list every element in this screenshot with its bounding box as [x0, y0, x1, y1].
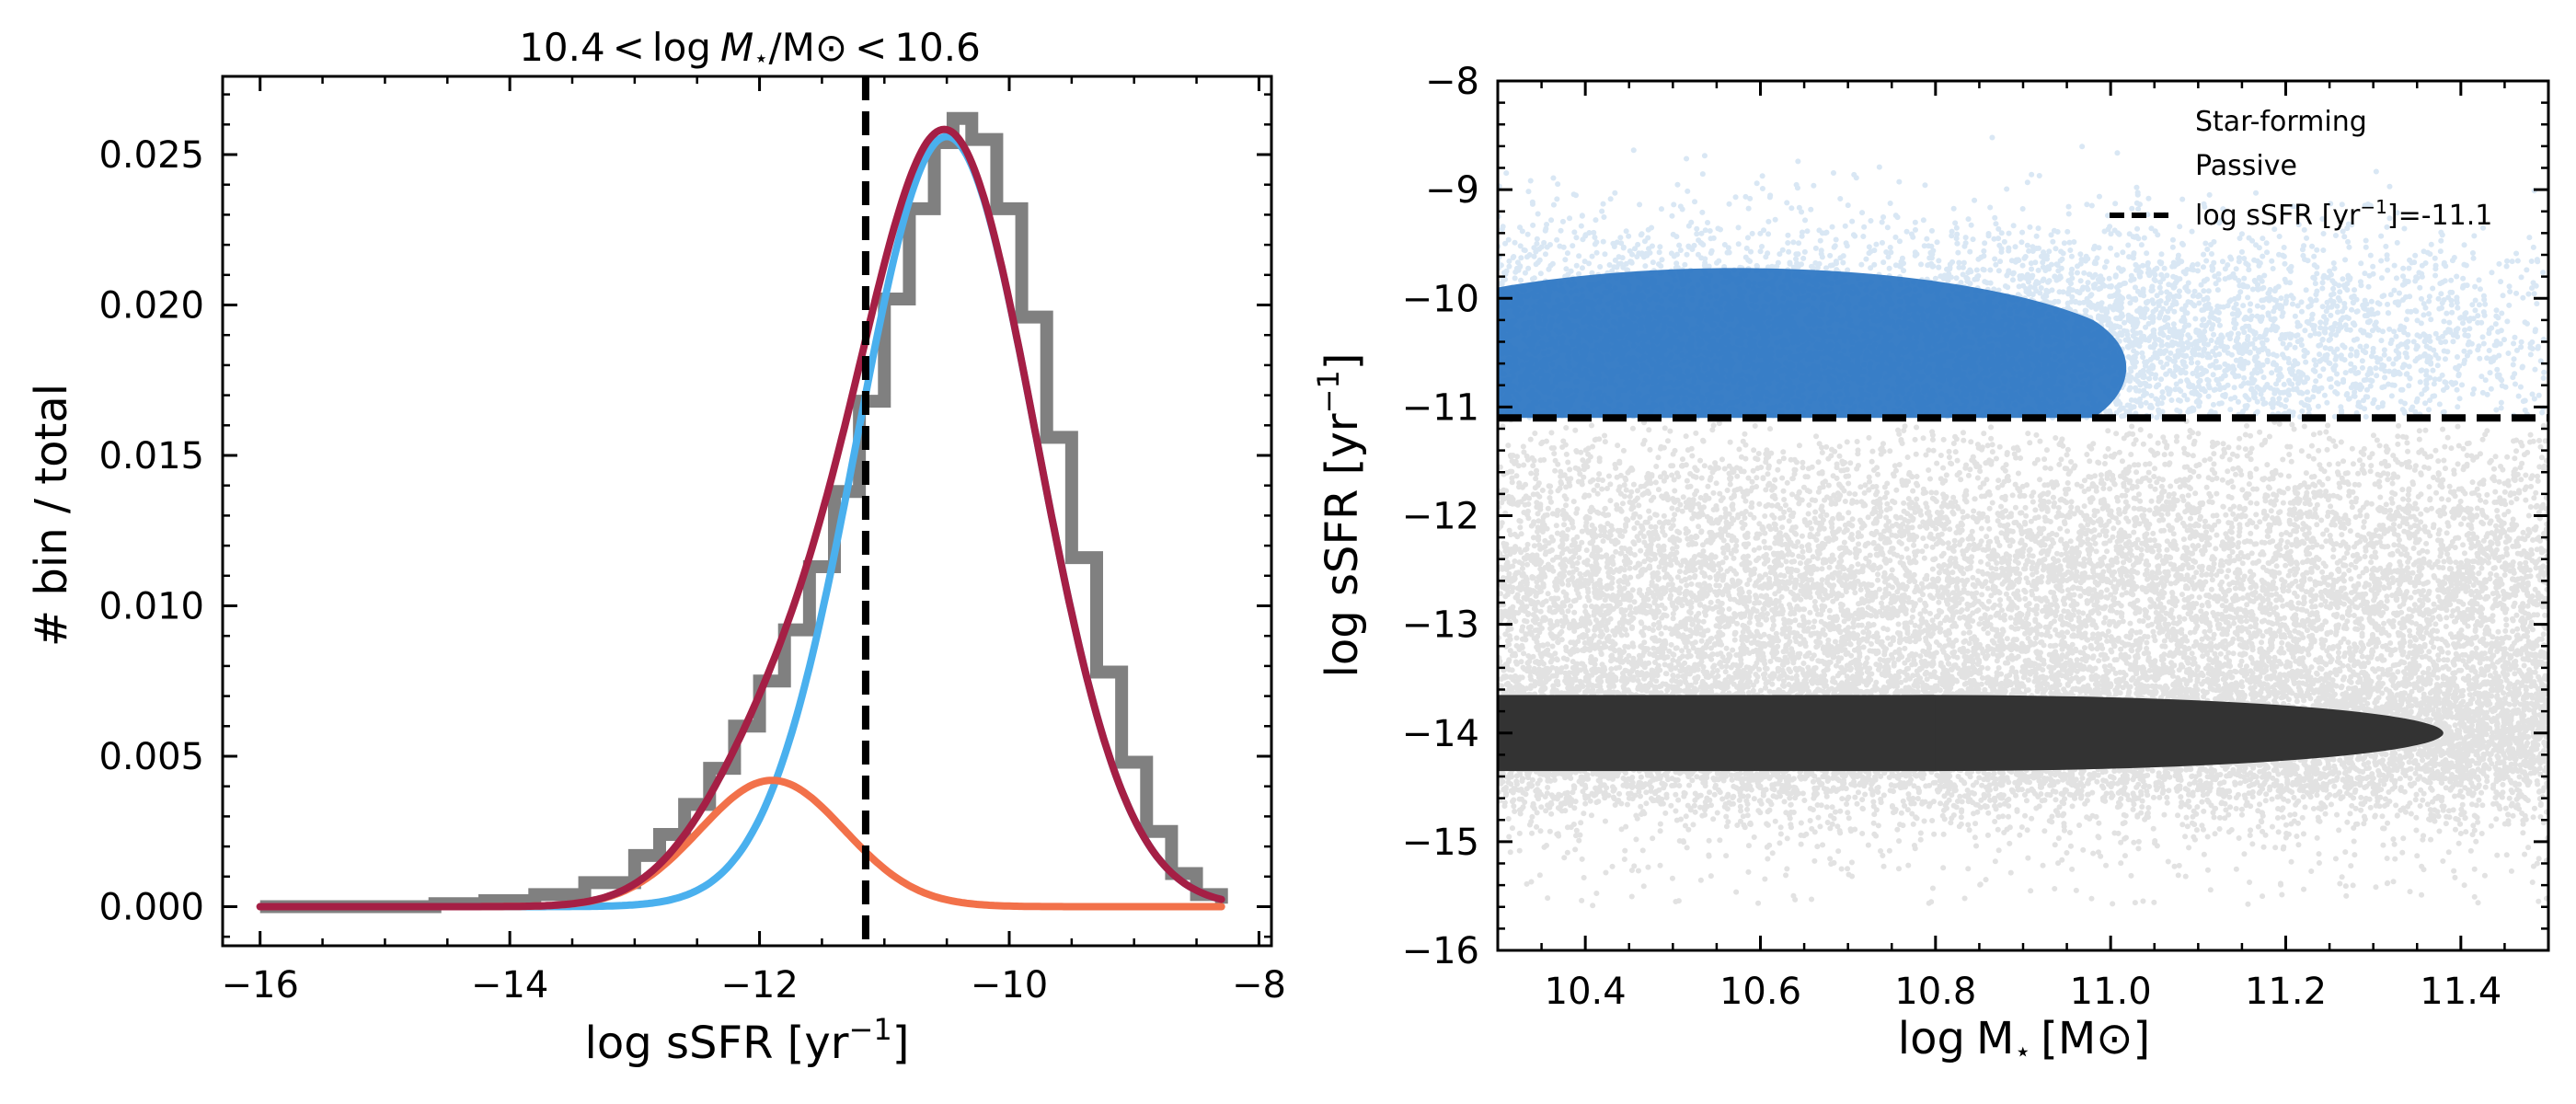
legend-entry-passive: Passive [2195, 150, 2297, 182]
right-y-tick-label: −9 [1425, 169, 1479, 212]
right-x-tick-label: 10.6 [1719, 971, 1801, 1013]
left-x-tick-label: −10 [971, 964, 1048, 1006]
left-y-tick-label: 0.015 [98, 435, 204, 477]
left-x-axis-label: log sSFR [yr−1] [585, 1012, 910, 1069]
right-y-tick-label: −14 [1402, 713, 1479, 755]
right-x-tick-label: 11.4 [2420, 971, 2501, 1013]
right-y-axis-label: log sSFR [yr−1] [1311, 353, 1368, 678]
left-y-tick-label: 0.020 [98, 285, 204, 328]
right-x-tick-label: 11.0 [2070, 971, 2152, 1013]
left-x-tick-label: −16 [222, 964, 299, 1006]
right-panel: 10.4 10.6 10.8 11.0 11.2 11.4 −16 −15 −14 −13 −12 −… [1311, 61, 2548, 1068]
right-y-tick-label: −10 [1402, 278, 1479, 320]
left-panel: 10.4 < log M⋆/M⊙ <10.6 −16 −14 −12 −10 −8 0.000 0.… [26, 25, 1286, 1069]
passive-gaussian-line [260, 780, 1222, 906]
legend-entry-threshold: log sSFR [yr−1]=-11.1 [2195, 196, 2492, 232]
figure: 10.4 < log M⋆/M⊙ <10.6 −16 −14 −12 −10 −8 0.000 0.… [0, 0, 2576, 1104]
right-y-tick-label: −12 [1402, 496, 1479, 538]
left-ticks: −16 −14 −12 −10 −8 0.000 0.005 0.010 0.015 0.020 0… [98, 76, 1285, 1006]
left-y-tick-label: 0.025 [98, 134, 204, 177]
left-chart-title: 10.4 < log M⋆/M⊙ <10.6 [519, 25, 981, 73]
right-y-tick-label: −15 [1402, 822, 1479, 864]
star-forming-dense-region [1498, 268, 2126, 418]
right-y-tick-label: −8 [1425, 61, 1479, 103]
right-y-tick-label: −13 [1402, 604, 1479, 647]
right-x-tick-label: 10.8 [1894, 971, 1976, 1013]
left-axes-frame [223, 76, 1271, 946]
right-x-tick-label: 10.4 [1545, 971, 1627, 1013]
right-plot-content [1428, 138, 2548, 906]
left-x-tick-label: −12 [720, 964, 798, 1006]
left-y-axis-label: # bin / total [26, 384, 77, 647]
left-plot-content [260, 76, 1222, 946]
passive-dense-band-left [1498, 695, 1936, 771]
passive-scatter-points [1498, 419, 2548, 905]
right-x-tick-label: 11.2 [2245, 971, 2327, 1013]
left-y-tick-label: 0.010 [98, 586, 204, 628]
left-x-tick-label: −8 [1232, 964, 1286, 1006]
right-y-tick-label: −16 [1402, 930, 1479, 972]
left-y-tick-label: 0.005 [98, 736, 204, 778]
right-legend: Star-forming Passive log sSFR [yr−1]=-11… [2110, 106, 2492, 232]
left-y-tick-label: 0.000 [98, 886, 204, 928]
right-y-tick-label: −11 [1402, 386, 1479, 429]
legend-entry-star-forming: Star-forming [2195, 106, 2367, 138]
left-x-tick-label: −14 [471, 964, 548, 1006]
right-x-axis-label: log M⋆ [M⊙] [1898, 1013, 2150, 1068]
